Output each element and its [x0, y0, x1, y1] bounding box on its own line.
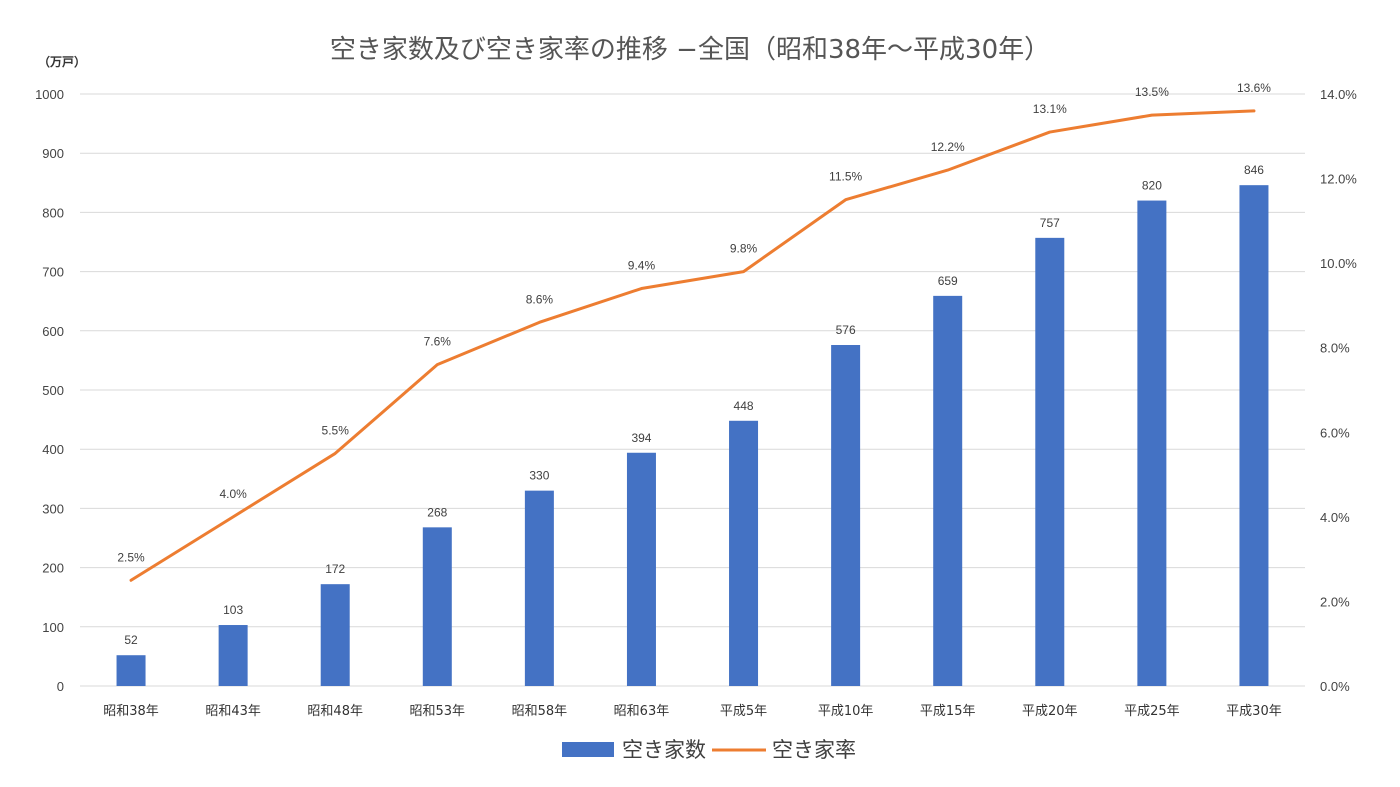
line-data-label: 11.5%	[829, 170, 862, 184]
bar-series-vacant-houses: 52 103 172 268 330 394 448 576 659 757 820 846	[116, 163, 1269, 686]
bar-vacant-houses	[1035, 237, 1065, 686]
bar-data-label: 330	[529, 469, 549, 483]
left-axis-tick-label: 200	[42, 561, 64, 576]
bar-vacant-houses	[933, 295, 963, 686]
right-axis-tick-label: 6.0%	[1320, 425, 1350, 440]
line-data-label: 9.4%	[628, 259, 656, 273]
bar-data-label: 172	[325, 562, 345, 576]
bar-vacant-houses	[524, 490, 554, 686]
category-label: 昭和43年	[205, 704, 261, 719]
bar-data-label: 268	[427, 505, 447, 519]
bar-vacant-houses	[320, 584, 350, 686]
bar-data-label: 103	[223, 603, 243, 617]
left-axis-tick-label: 1000	[35, 87, 64, 102]
line-data-label: 2.5%	[117, 550, 145, 564]
line-data-label: 9.8%	[730, 242, 758, 256]
line-data-label: 5.5%	[322, 423, 350, 437]
right-axis-tick-label: 10.0%	[1320, 256, 1357, 271]
right-axis-tick-label: 4.0%	[1320, 510, 1350, 525]
bar-vacant-houses	[218, 625, 248, 686]
bar-vacant-houses	[831, 345, 861, 686]
left-axis-tick-label: 300	[42, 501, 64, 516]
line-data-label: 13.1%	[1033, 102, 1067, 116]
legend-bar-label: 空き家数	[622, 738, 706, 762]
legend-line-label: 空き家率	[772, 738, 856, 762]
left-axis-ticks: 0 100 200 300 400 500 600 700 800 900 1000	[35, 87, 64, 694]
line-data-label: 13.6%	[1237, 81, 1271, 95]
vacancy-rate-line	[129, 109, 1256, 582]
line-series-vacancy-rate: 2.5% 4.0% 5.5% 7.6% 8.6% 9.4% 9.8% 11.5% 12.2% 13…	[117, 81, 1271, 582]
line-data-label: 4.0%	[219, 487, 247, 501]
category-label: 平成15年	[920, 704, 976, 719]
bar-data-label: 846	[1244, 163, 1264, 177]
line-data-label: 13.5%	[1135, 85, 1169, 99]
category-label: 昭和48年	[307, 704, 363, 719]
category-label: 平成10年	[818, 704, 874, 719]
bar-vacant-houses	[626, 452, 656, 686]
gridlines	[80, 93, 1305, 687]
category-label: 昭和63年	[614, 704, 670, 719]
category-label: 平成30年	[1226, 704, 1282, 719]
line-data-label: 8.6%	[526, 292, 554, 306]
right-axis-ticks: 0.0% 2.0% 4.0% 6.0% 8.0% 10.0% 12.0% 14.0%	[1320, 87, 1357, 694]
legend-bar-swatch	[562, 742, 614, 757]
bar-data-label: 757	[1040, 216, 1060, 230]
left-axis-tick-label: 0	[57, 679, 64, 694]
bar-data-label: 394	[631, 431, 651, 445]
left-axis-unit-label: （万戸）	[38, 54, 86, 69]
right-axis-tick-label: 8.0%	[1320, 341, 1350, 356]
left-axis-tick-label: 800	[42, 205, 64, 220]
chart-title: 空き家数及び空き家率の推移 −全国（昭和38年〜平成30年）	[330, 35, 1050, 65]
category-label: 昭和58年	[512, 704, 568, 719]
bar-vacant-houses	[1239, 185, 1269, 686]
left-axis-tick-label: 900	[42, 146, 64, 161]
category-label: 平成20年	[1022, 704, 1078, 719]
bar-vacant-houses	[116, 655, 146, 686]
left-axis-tick-label: 100	[42, 620, 64, 635]
bar-data-label: 576	[836, 323, 856, 337]
bar-vacant-houses	[729, 420, 759, 686]
bar-vacant-houses	[1137, 200, 1167, 686]
category-axis-labels: 昭和38年 昭和43年 昭和48年 昭和53年 昭和58年 昭和63年 平成5年 平成10年 平…	[103, 704, 1281, 719]
left-axis-tick-label: 500	[42, 383, 64, 398]
right-axis-tick-label: 14.0%	[1320, 87, 1357, 102]
legend: 空き家数 空き家率	[562, 738, 856, 762]
category-label: 昭和53年	[410, 704, 466, 719]
left-axis-tick-label: 600	[42, 324, 64, 339]
left-axis-tick-label: 400	[42, 442, 64, 457]
right-axis-tick-label: 0.0%	[1320, 679, 1350, 694]
bar-data-label: 820	[1142, 179, 1162, 193]
left-axis-tick-label: 700	[42, 265, 64, 280]
category-label: 昭和38年	[103, 704, 159, 719]
category-label: 平成25年	[1124, 704, 1180, 719]
right-axis-tick-label: 2.0%	[1320, 594, 1350, 609]
line-data-label: 12.2%	[931, 140, 965, 154]
line-data-label: 7.6%	[424, 335, 452, 349]
bar-vacant-houses	[422, 527, 452, 686]
bar-data-label: 52	[124, 633, 138, 647]
right-axis-tick-label: 12.0%	[1320, 172, 1357, 187]
bar-data-label: 659	[938, 274, 958, 288]
category-label: 平成5年	[720, 704, 767, 719]
bar-data-label: 448	[734, 399, 754, 413]
